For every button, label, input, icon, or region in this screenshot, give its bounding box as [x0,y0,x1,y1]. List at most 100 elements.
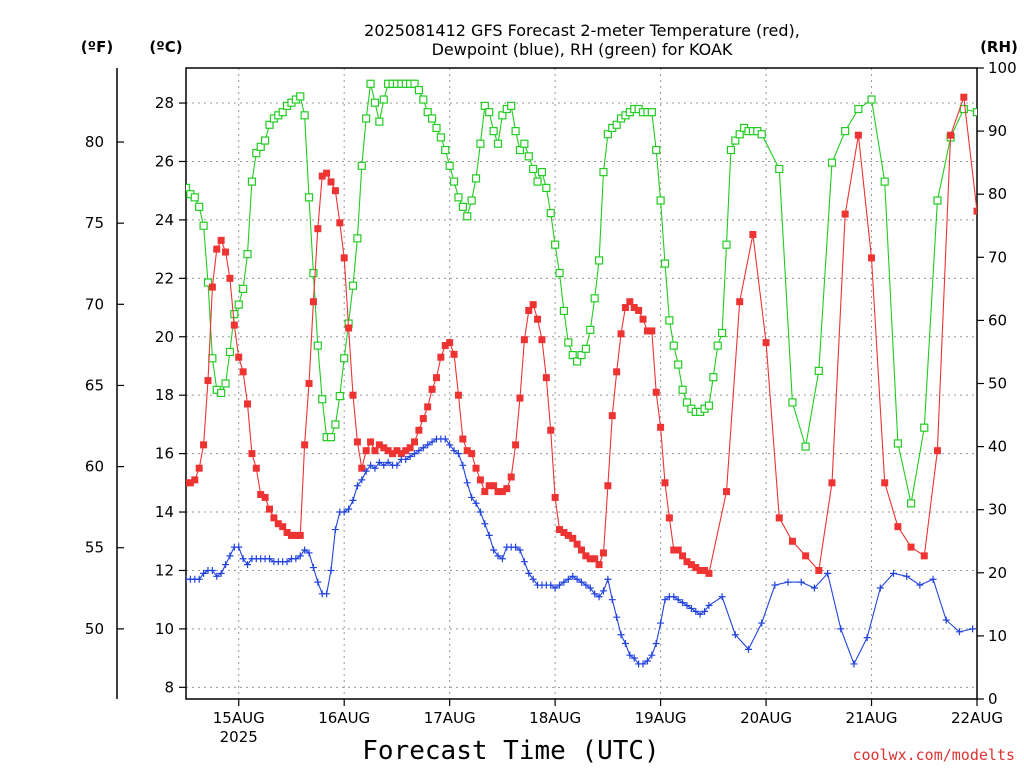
rh-point [195,202,204,211]
temperature-point [608,412,616,420]
dewpoint-point [393,461,401,469]
temperature-point [419,415,427,423]
temperature-point [362,447,370,455]
temperature-point [894,523,902,531]
dewpoint-point [701,607,709,615]
temperature-point [340,254,348,262]
temperature-point [538,336,546,344]
dewpoint-point [345,505,353,513]
rh-point [603,130,612,139]
dewpoint-point [608,596,616,604]
rh-point [656,196,665,205]
dewpoint-point [569,572,577,580]
rh-point [735,130,744,139]
rh-unit-label: (RH) [980,38,1018,56]
rh-point [801,442,810,451]
dewpoint-point [876,584,884,592]
rh-point [678,385,687,394]
temperature-point [828,479,836,487]
dewpoint-point [810,584,818,592]
x-tick-label: 22AUG [951,709,1003,727]
rh-point [225,347,235,357]
temperature-point [323,169,331,177]
title-line-2: Dewpoint (blue), RH (green) for KOAK [432,40,733,59]
dewpoint-point [200,569,208,577]
dewpoint-point [771,581,779,589]
temperature-point [551,493,559,501]
dewpoint-point [265,555,273,563]
dewpoint-point [564,575,572,583]
dewpoint-point [696,610,704,618]
temperature-point [595,561,603,569]
temperature-point [630,304,638,312]
temperature-point [476,476,484,484]
rh-point [520,139,529,148]
rh-tick-label: 40 [988,438,1007,456]
dewpoint-point [595,593,603,601]
dewpoint-point [472,499,480,507]
temperature-point [279,523,287,531]
temperature-point [309,298,317,306]
rh-point [757,130,766,139]
rh-point [827,158,837,167]
temperature-point [802,552,810,560]
temperature-point [525,306,533,314]
temperature-point [556,526,564,534]
dewpoint-point [402,455,410,463]
rh-point [485,108,494,117]
temperature-point [257,491,265,499]
dewpoint-point [415,447,423,455]
dewpoint-point [323,590,331,598]
rh-point [533,177,542,186]
rh-point [959,104,968,114]
rh-point [366,79,375,88]
temperature-point [762,339,770,347]
temperature-point [947,131,955,139]
dewpoint-point [648,651,656,659]
plot-frame [185,67,978,700]
temperature-point [498,488,506,496]
rh-point [489,126,498,136]
dewpoint-point [824,569,832,577]
dewpoint-point [340,508,348,516]
dewpoint-point [494,552,502,560]
fahrenheit-tick-label: 70 [85,295,104,313]
rh-point [414,85,424,95]
dewpoint-point [305,549,313,557]
rh-point [775,164,784,174]
temperature-point [345,324,353,332]
temperature-point [301,441,309,449]
temperature-point [186,479,194,487]
temperature-point [569,534,577,542]
rh-point [568,351,577,360]
rh-point [559,306,569,316]
temperature-point [472,464,480,472]
temperature-point [547,426,555,434]
rh-point [599,168,608,177]
dewpoint-point [529,575,537,583]
temperature-point [375,441,383,449]
dewpoint-point [463,479,471,487]
dewpoint-point [683,602,691,610]
x-tick-label: 19AUG [635,709,687,727]
dewpoint-point [331,526,339,534]
axes [116,67,984,706]
dewpoint-point [586,584,594,592]
rh-point [674,360,683,369]
temperature-point [397,450,405,458]
rh-point [972,108,977,117]
rh-point [920,423,929,432]
celsius-tick-label: 14 [155,503,174,521]
dewpoint-point [670,593,678,601]
temperature-point [402,447,410,455]
rh-point [573,357,582,366]
rh-point [467,196,476,205]
dewpoint-point [309,564,317,572]
rh-point [546,209,555,218]
dewpoint-point [353,482,361,490]
temperature-point [239,368,247,376]
rh-point [423,108,432,117]
rh-point [419,95,428,104]
rh-point [542,183,551,192]
dewpoint-point [226,552,234,560]
